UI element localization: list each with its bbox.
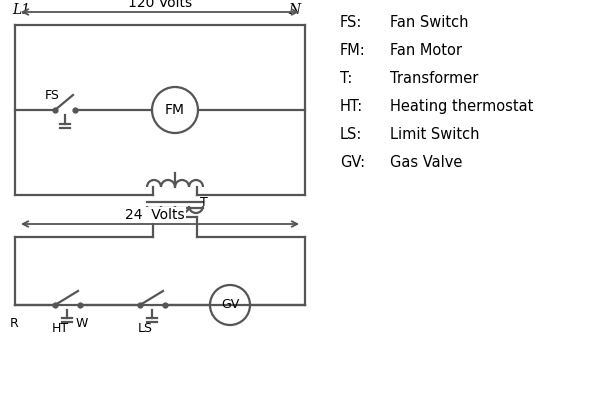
- Text: HT: HT: [51, 322, 68, 335]
- Text: FM: FM: [165, 103, 185, 117]
- Text: LS:: LS:: [340, 127, 362, 142]
- Text: FS: FS: [45, 89, 60, 102]
- Text: T: T: [200, 196, 208, 210]
- Text: T:: T:: [340, 71, 352, 86]
- Text: GV:: GV:: [340, 155, 365, 170]
- Text: R: R: [9, 317, 18, 330]
- Text: Heating thermostat: Heating thermostat: [390, 99, 533, 114]
- Text: Transformer: Transformer: [390, 71, 478, 86]
- Text: L1: L1: [12, 3, 30, 17]
- Text: HT:: HT:: [340, 99, 363, 114]
- Text: LS: LS: [137, 322, 152, 335]
- Text: Limit Switch: Limit Switch: [390, 127, 480, 142]
- Text: FS:: FS:: [340, 15, 362, 30]
- Text: Fan Motor: Fan Motor: [390, 43, 462, 58]
- Text: W: W: [76, 317, 88, 330]
- Text: GV: GV: [221, 298, 239, 312]
- Text: Fan Switch: Fan Switch: [390, 15, 468, 30]
- Text: N: N: [288, 3, 300, 17]
- Text: FM:: FM:: [340, 43, 366, 58]
- Text: 24  Volts: 24 Volts: [125, 208, 185, 222]
- Text: 120 Volts: 120 Volts: [128, 0, 192, 10]
- Text: Gas Valve: Gas Valve: [390, 155, 463, 170]
